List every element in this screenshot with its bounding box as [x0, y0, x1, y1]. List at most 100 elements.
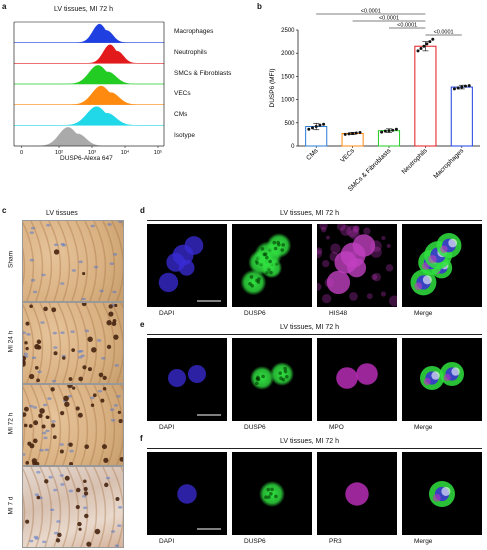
histogram-label: Macrophages	[174, 28, 214, 36]
histogram-label: SMCs & Fibroblasts	[174, 69, 232, 77]
bar-ytick: 0	[291, 144, 295, 150]
histogram-label: CMs	[174, 111, 188, 118]
bar-ytick: 2000	[281, 51, 295, 57]
fluorescence-label: HIS48	[329, 310, 348, 317]
fluorescence-image-merge	[402, 452, 482, 535]
histogram-5	[14, 127, 164, 147]
fluorescence-label: DAPI	[159, 424, 175, 431]
data-point	[419, 47, 423, 51]
bar-ytick: 1000	[281, 98, 295, 104]
panel-e-title: LV tissues, MI 72 h	[280, 324, 340, 331]
panel-d-letter: d	[140, 206, 145, 215]
fluorescence-image-merge	[402, 224, 482, 307]
bar-ylabel: DUSP6 (MFI)	[269, 69, 276, 108]
data-point	[354, 131, 358, 135]
data-point	[428, 40, 432, 44]
data-point	[456, 86, 460, 90]
data-point	[387, 129, 391, 133]
fluorescence-image-his48	[317, 224, 397, 307]
fluorescence-label: Merge	[414, 538, 433, 545]
data-point	[431, 37, 435, 41]
data-point	[347, 132, 351, 136]
bar-ytick: 1500	[281, 74, 295, 80]
ihc-row-label: MI 72 h	[7, 412, 15, 435]
significance-label: <0.0001	[434, 30, 454, 36]
fluorescence-image-dusp6	[232, 452, 312, 535]
title-rule	[147, 220, 482, 221]
panel-c-title: LV tissues	[46, 210, 78, 217]
panel-d-title: LV tissues, MI 72 h	[280, 210, 340, 217]
fluorescence-label: PR3	[329, 538, 342, 545]
fluorescence-image-mpo	[317, 338, 397, 421]
data-point	[425, 42, 429, 46]
panel-a-histograms: 0 10² 10³ 10⁴ 10⁵	[13, 21, 165, 156]
histogram-label: Neutrophils	[174, 49, 207, 56]
fluorescence-label: DAPI	[159, 310, 175, 317]
panel-f-letter: f	[140, 434, 143, 443]
data-point	[452, 87, 456, 91]
panel-c-letter: c	[2, 206, 7, 215]
histogram-xtick: 10⁵	[154, 149, 162, 156]
panel-a-letter: a	[2, 2, 7, 11]
bar-ytick: 2500	[281, 28, 295, 34]
ihc-row-label: MI 7 d	[7, 496, 15, 515]
data-point	[394, 127, 398, 131]
bar-category-label: Neutrophils	[401, 147, 430, 176]
bar-ytick: 500	[284, 121, 295, 127]
data-point	[322, 122, 326, 126]
fluorescence-image-merge	[402, 338, 482, 421]
histogram-label: VECs	[174, 90, 191, 98]
data-point	[460, 85, 464, 89]
data-point	[467, 84, 471, 88]
histogram-xtick: 10²	[55, 150, 63, 156]
data-point	[314, 125, 318, 129]
ihc-image	[22, 302, 124, 384]
fluorescence-image-pr3	[317, 452, 397, 535]
data-point	[358, 131, 362, 135]
data-point	[351, 131, 355, 135]
fluorescence-image-dapi	[147, 452, 227, 535]
bar-category-label: CMs	[305, 147, 320, 162]
histogram-2	[14, 65, 164, 85]
data-point	[422, 44, 426, 48]
histogram-3	[14, 85, 164, 105]
title-rule	[147, 448, 482, 449]
histogram-xtick: 10³	[88, 150, 96, 156]
panel-e-letter: e	[140, 320, 145, 329]
fluorescence-label: Merge	[414, 310, 433, 317]
data-point	[416, 49, 420, 53]
histogram-xtick: 10⁴	[121, 149, 130, 156]
histogram-label: Isotype	[174, 131, 195, 139]
bar-category-label: Macrophages	[432, 147, 465, 180]
data-point	[463, 84, 467, 88]
fluorescence-label: MPO	[329, 424, 344, 431]
bar-4	[450, 86, 473, 147]
data-point	[307, 127, 311, 131]
fluorescence-image-dusp6	[232, 338, 312, 421]
title-rule	[147, 334, 482, 335]
significance-label: <0.0001	[397, 23, 417, 29]
bar-3	[414, 45, 437, 147]
data-point	[383, 129, 387, 133]
panel-f-title: LV tissues, MI 72 h	[280, 438, 340, 445]
significance-label: <0.0001	[379, 16, 399, 22]
data-point	[391, 128, 395, 132]
histogram-xtick: 0	[20, 150, 23, 156]
bar-category-label: VECs	[339, 147, 356, 164]
panel-b-letter: b	[257, 2, 262, 11]
data-point	[318, 123, 322, 127]
significance-label: <0.0001	[361, 9, 381, 15]
histogram-0	[14, 23, 164, 43]
data-point	[380, 130, 384, 134]
fluorescence-image-dapi	[147, 338, 227, 421]
ihc-image	[22, 220, 124, 302]
panel-a-title: LV tissues, MI 72 h	[54, 6, 114, 13]
ihc-row-label: MI 24 h	[7, 330, 15, 353]
ihc-row-label: Sham	[7, 251, 15, 268]
fluorescence-label: DUSP6	[244, 424, 266, 431]
histogram-1	[14, 44, 164, 64]
histogram-4	[14, 106, 164, 126]
data-point	[343, 132, 347, 136]
ihc-image	[22, 466, 124, 548]
